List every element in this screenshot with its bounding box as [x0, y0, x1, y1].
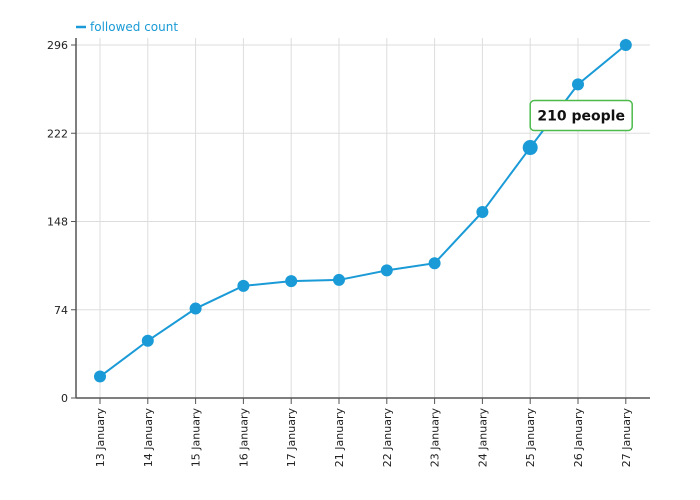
x-tick-label: 23 January [429, 408, 442, 468]
data-point[interactable] [476, 206, 488, 218]
data-point[interactable] [620, 39, 632, 51]
x-tick-label: 14 January [142, 408, 155, 468]
y-tick-label: 148 [47, 216, 68, 229]
grid [76, 38, 650, 398]
tooltip: 210 people [530, 101, 632, 131]
data-point[interactable] [523, 140, 538, 155]
x-tick-label: 17 January [285, 408, 298, 468]
data-point[interactable] [94, 371, 106, 383]
data-point[interactable] [381, 264, 393, 276]
y-tick-label: 0 [61, 392, 68, 405]
tooltip-text: 210 people [537, 109, 625, 125]
data-point[interactable] [285, 275, 297, 287]
x-tick-label: 16 January [237, 408, 250, 468]
legend-label: followed count [90, 20, 178, 34]
x-tick-label: 27 January [620, 408, 633, 468]
x-tick-label: 13 January [94, 408, 107, 468]
series-followed-count [94, 39, 632, 383]
x-tick-label: 26 January [572, 408, 585, 468]
series-line [100, 45, 626, 377]
y-tick-label: 74 [54, 304, 68, 317]
y-tick-label: 296 [47, 39, 68, 52]
x-tick-label: 21 January [333, 408, 346, 468]
y-axis-ticks: 0 74 148 222 296 [47, 39, 76, 405]
data-point[interactable] [333, 274, 345, 286]
data-point[interactable] [572, 78, 584, 90]
data-point[interactable] [142, 335, 154, 347]
legend[interactable]: followed count [76, 20, 178, 34]
x-tick-label: 22 January [381, 408, 394, 468]
x-tick-label: 25 January [524, 408, 537, 468]
x-axis-ticks: 13 January 14 January 15 January 16 January… [94, 398, 633, 467]
data-point[interactable] [237, 280, 249, 292]
axes [76, 38, 650, 398]
x-tick-label: 15 January [190, 408, 203, 468]
data-point[interactable] [429, 257, 441, 269]
y-tick-label: 222 [47, 127, 68, 140]
data-point[interactable] [190, 303, 202, 315]
x-tick-label: 24 January [476, 408, 489, 468]
